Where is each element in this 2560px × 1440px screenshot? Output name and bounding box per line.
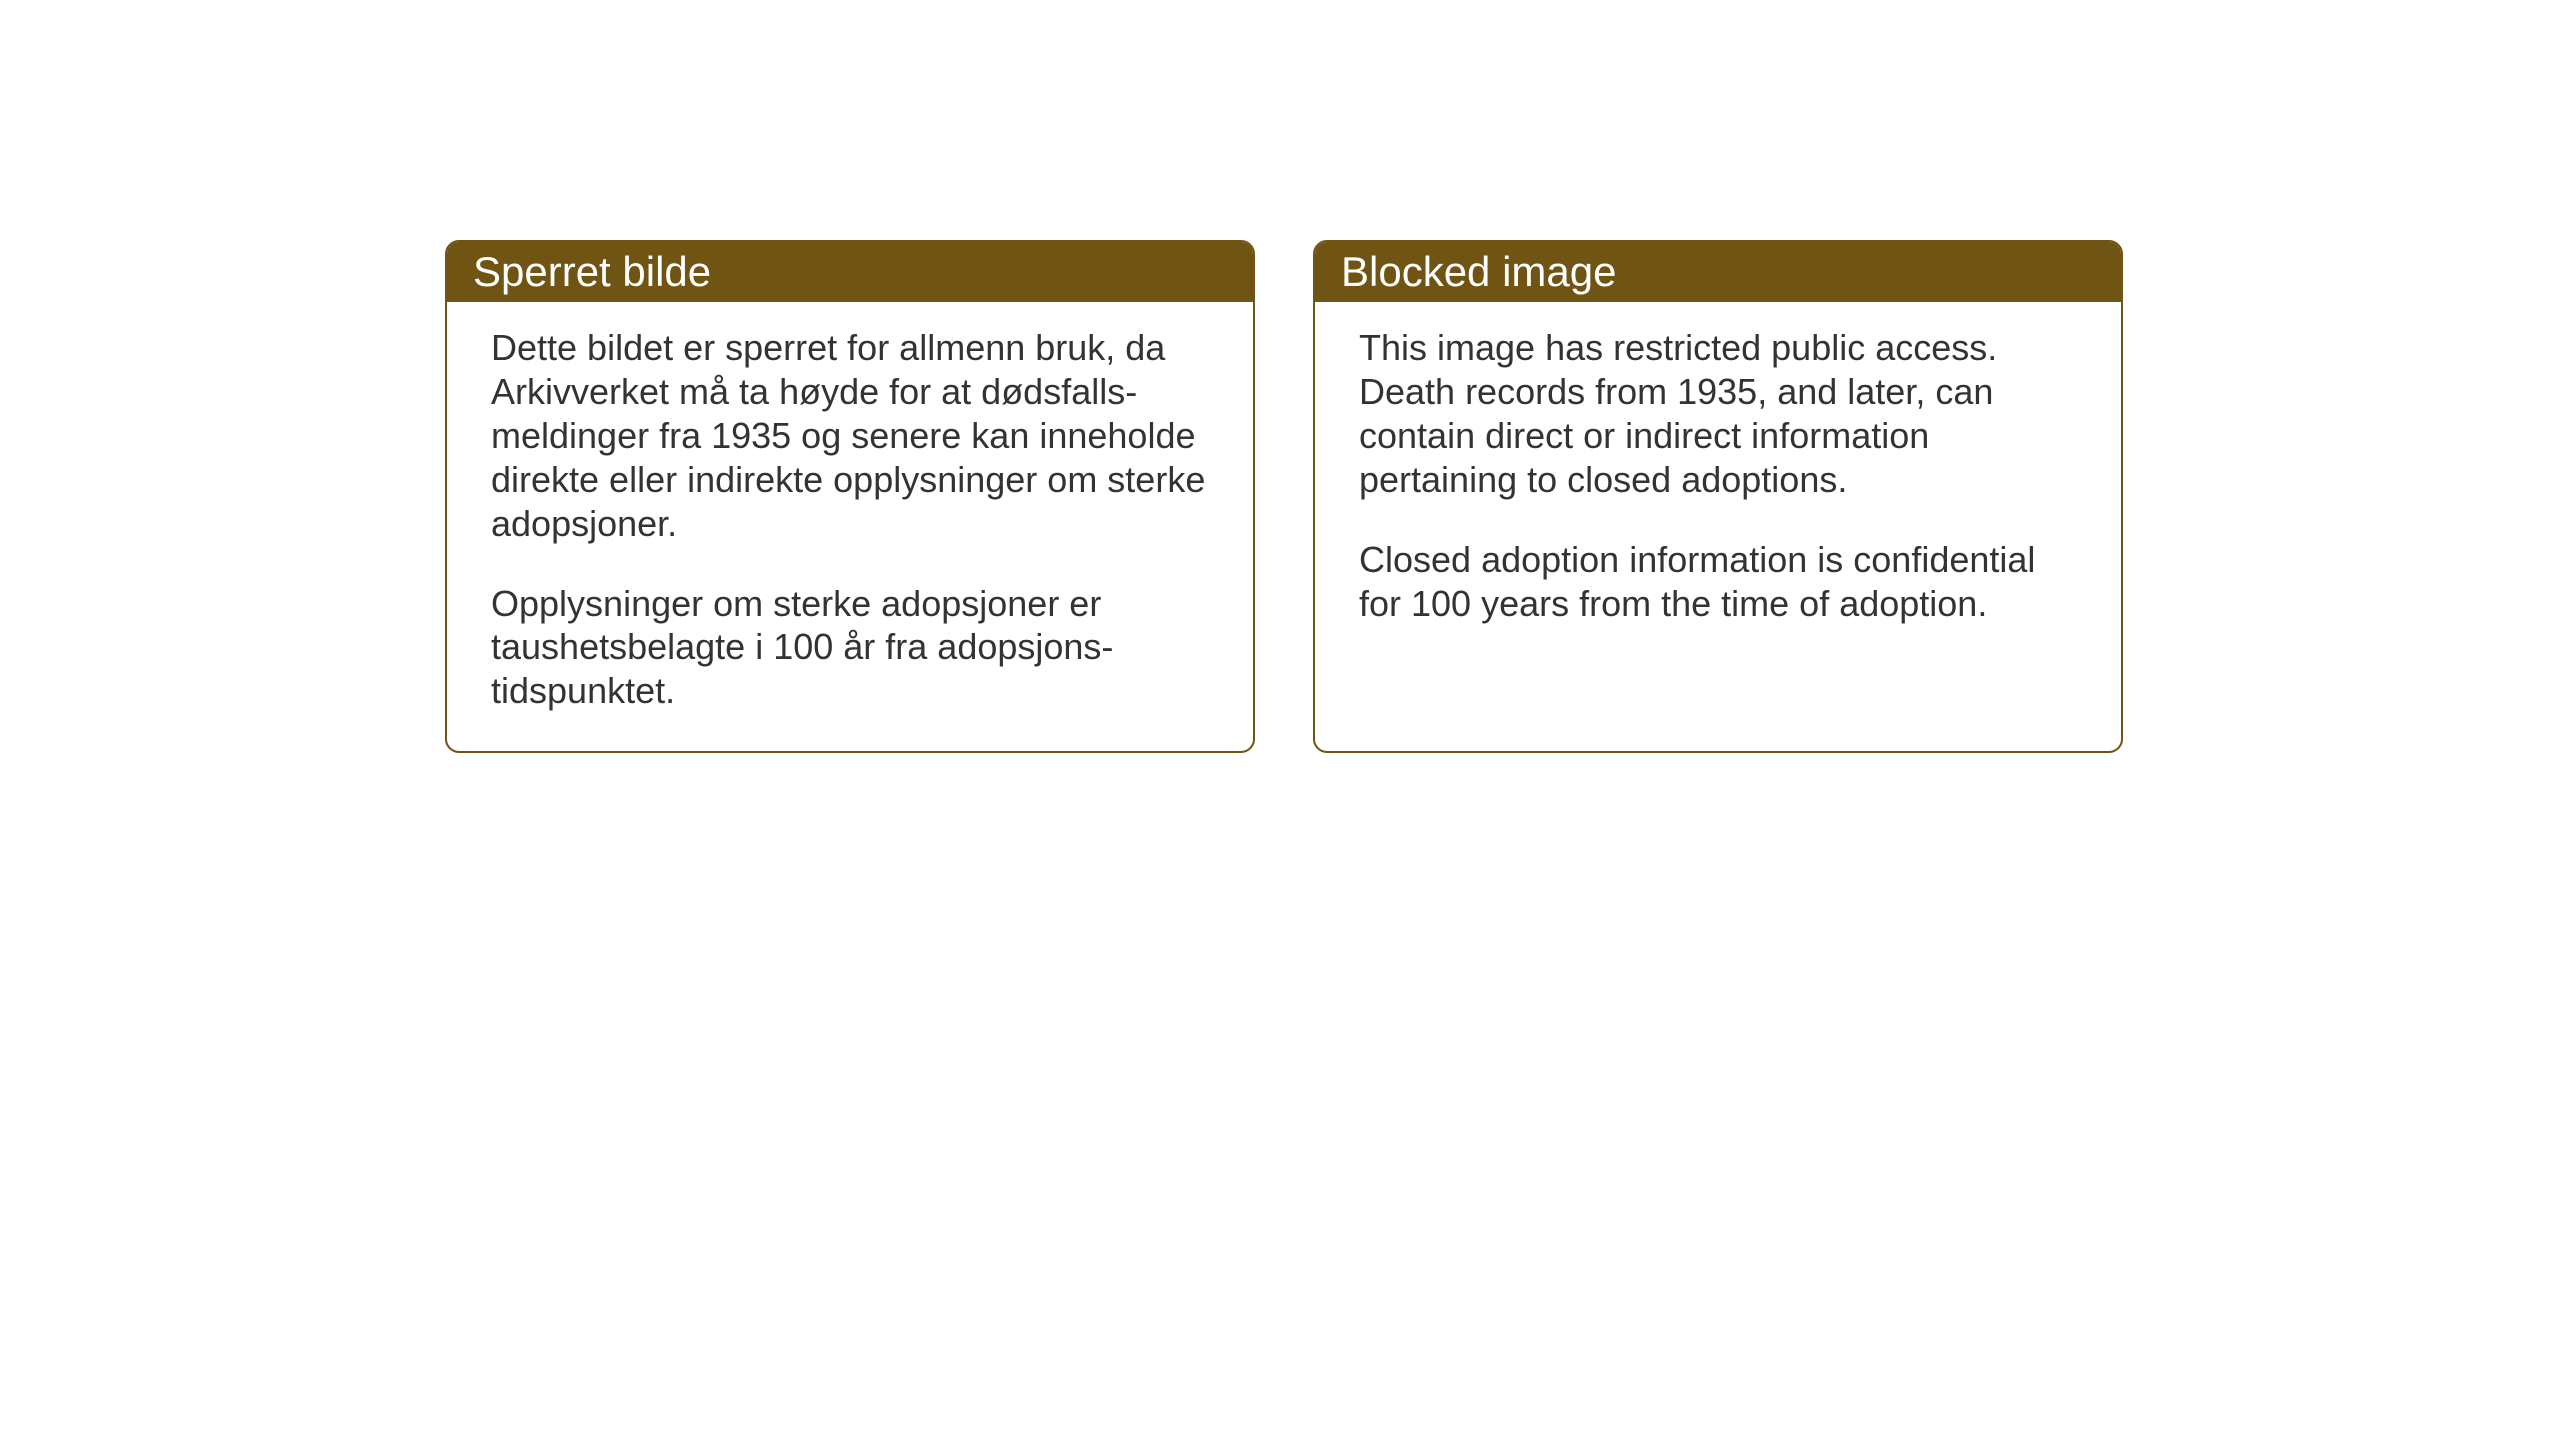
english-paragraph-2: Closed adoption information is confident… xyxy=(1359,538,2077,626)
english-card-title: Blocked image xyxy=(1341,248,1616,295)
norwegian-card-header: Sperret bilde xyxy=(447,242,1253,302)
norwegian-paragraph-1: Dette bildet er sperret for allmenn bruk… xyxy=(491,326,1209,546)
english-card-body: This image has restricted public access.… xyxy=(1315,302,2121,663)
english-card-header: Blocked image xyxy=(1315,242,2121,302)
english-card: Blocked image This image has restricted … xyxy=(1313,240,2123,753)
norwegian-paragraph-2: Opplysninger om sterke adopsjoner er tau… xyxy=(491,582,1209,714)
norwegian-card: Sperret bilde Dette bildet er sperret fo… xyxy=(445,240,1255,753)
norwegian-card-title: Sperret bilde xyxy=(473,248,711,295)
norwegian-card-body: Dette bildet er sperret for allmenn bruk… xyxy=(447,302,1253,751)
english-paragraph-1: This image has restricted public access.… xyxy=(1359,326,2077,502)
cards-container: Sperret bilde Dette bildet er sperret fo… xyxy=(445,240,2123,753)
